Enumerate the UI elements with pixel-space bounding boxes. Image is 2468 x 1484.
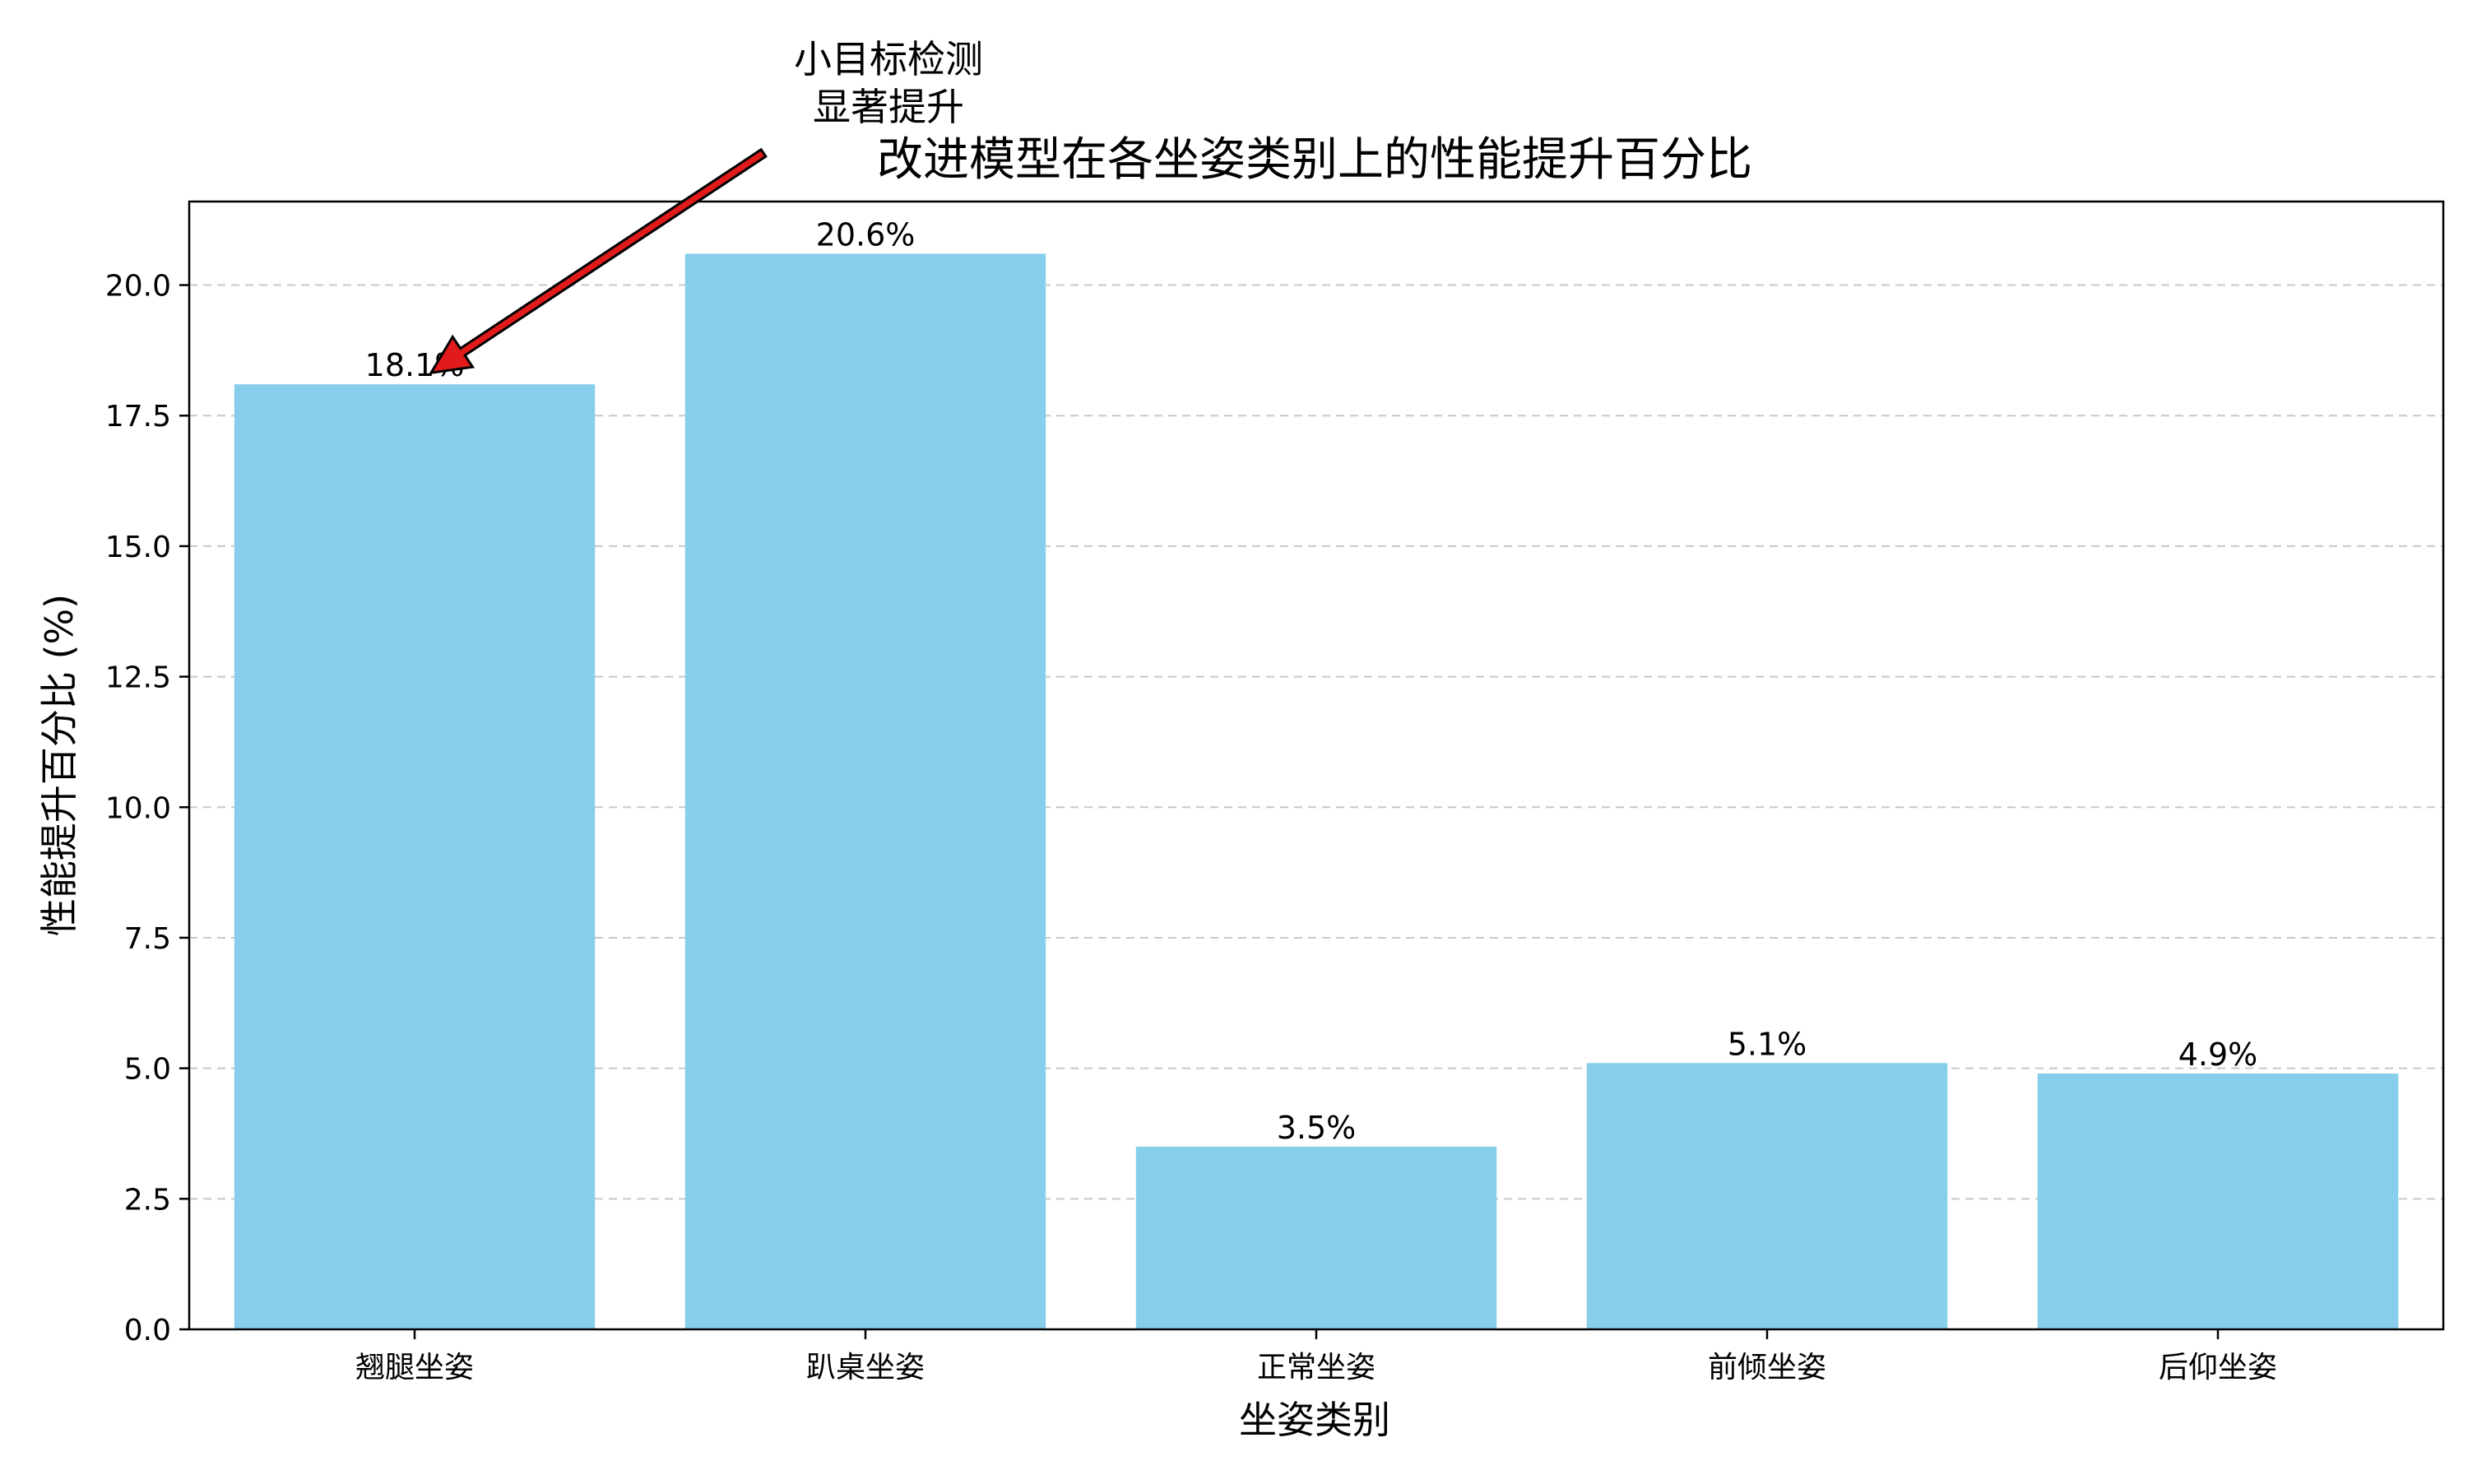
x-axis-title: 坐姿类别 [1239, 1398, 1390, 1442]
chart-title: 改进模型在各坐姿类别上的性能提升百分比 [877, 133, 1752, 187]
y-ticks: 0.0 2.5 5.0 7.5 10.0 12.5 15.0 17.5 20.0 [105, 270, 189, 1347]
bar [684, 253, 1046, 1330]
y-tick-label: 12.5 [105, 661, 171, 695]
bar [1135, 1146, 1497, 1329]
data-label: 20.6% [816, 216, 916, 253]
y-tick-label: 7.5 [124, 922, 171, 956]
bars [234, 253, 2399, 1330]
y-tick-label: 17.5 [105, 400, 171, 434]
bar [2037, 1073, 2399, 1329]
y-tick-label: 10.0 [105, 791, 171, 825]
y-tick-label: 2.5 [124, 1183, 171, 1217]
annotation-arrow [429, 147, 768, 375]
annotation-text-line-1: 小目标检测 [794, 37, 983, 81]
x-tick-label: 趴桌坐姿 [806, 1351, 925, 1384]
bar [1586, 1063, 1948, 1329]
x-ticks: 翘腿坐姿 趴桌坐姿 正常坐姿 前倾坐姿 后仰坐姿 [355, 1329, 2277, 1384]
data-label: 5.1% [1728, 1026, 1807, 1062]
y-tick-label: 5.0 [124, 1053, 171, 1087]
annotation: 小目标检测 显著提升 [429, 37, 983, 375]
x-tick-label: 后仰坐姿 [2159, 1351, 2277, 1384]
data-label: 4.9% [2178, 1036, 2258, 1073]
annotation-text-line-2: 显著提升 [813, 85, 964, 129]
x-tick-label: 翘腿坐姿 [355, 1351, 474, 1384]
y-tick-label: 0.0 [124, 1314, 171, 1347]
y-tick-label: 20.0 [105, 270, 171, 304]
data-labels: 18.1%20.6%3.5%5.1% 4.9% [365, 216, 2258, 1145]
data-label: 3.5% [1277, 1110, 1357, 1146]
bar [234, 384, 596, 1329]
y-tick-label: 15.0 [105, 531, 171, 564]
y-axis-title: 性能提升百分比 (%) [37, 594, 81, 936]
x-tick-label: 前倾坐姿 [1708, 1351, 1826, 1384]
x-tick-label: 正常坐姿 [1257, 1351, 1375, 1384]
